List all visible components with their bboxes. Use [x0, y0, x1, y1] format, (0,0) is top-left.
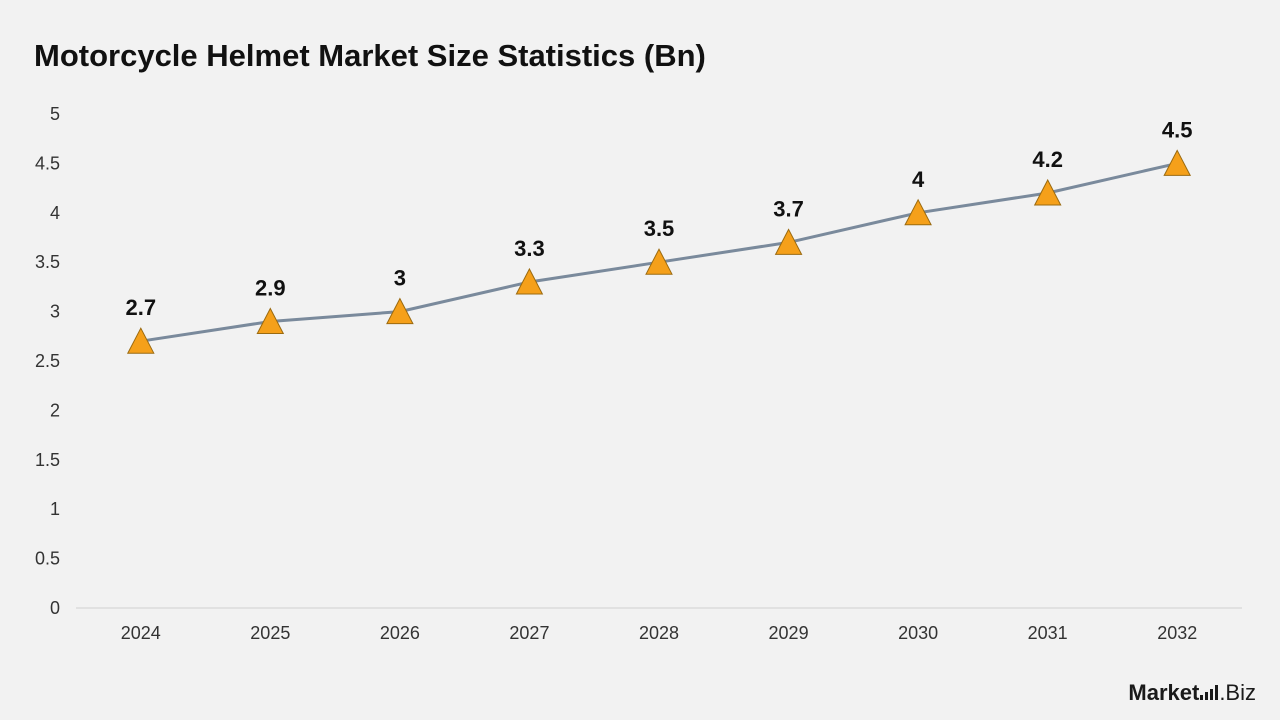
x-tick-label: 2027: [509, 623, 549, 643]
y-tick-label: 3: [50, 302, 60, 322]
y-tick-label: 0: [50, 598, 60, 618]
x-tick-label: 2031: [1028, 623, 1068, 643]
x-tick-label: 2028: [639, 623, 679, 643]
data-point-marker: [1163, 149, 1192, 176]
x-tick-label: 2026: [380, 623, 420, 643]
y-tick-label: 1: [50, 499, 60, 519]
chart-title: Motorcycle Helmet Market Size Statistics…: [34, 38, 706, 73]
y-tick-label: 1.5: [35, 450, 60, 470]
data-label: 3.7: [773, 196, 804, 221]
x-tick-label: 2025: [250, 623, 290, 643]
series-markers: [126, 149, 1192, 354]
data-label: 3.5: [644, 216, 675, 241]
data-label: 4: [912, 167, 925, 192]
logo-bars-icon: [1200, 685, 1219, 700]
data-label: 3: [394, 266, 406, 291]
y-tick-label: 3.5: [35, 252, 60, 272]
y-tick-label: 4.5: [35, 153, 60, 173]
logo-suffix: .Biz: [1219, 680, 1256, 705]
data-point-marker: [774, 228, 803, 255]
x-tick-label: 2029: [769, 623, 809, 643]
data-point-marker: [386, 297, 414, 325]
x-axis-ticks: 2024 2025 2026 2027 2028 2029 2030 2031 2032: [121, 623, 1197, 643]
data-point-marker: [256, 307, 285, 334]
y-axis-ticks: 0 0.5 1 1.5 2 2.5 3 3.5 4 4.5 5: [35, 104, 60, 618]
data-label: 4.2: [1032, 147, 1063, 172]
data-label: 3.3: [514, 236, 545, 261]
data-point-marker: [515, 267, 544, 295]
data-label: 2.7: [125, 295, 156, 320]
y-tick-label: 4: [50, 203, 60, 223]
data-point-marker: [904, 198, 932, 226]
y-tick-label: 0.5: [35, 549, 60, 569]
x-tick-label: 2032: [1157, 623, 1197, 643]
data-point-marker: [126, 327, 155, 354]
data-label: 4.5: [1162, 117, 1193, 142]
data-label: 2.9: [255, 275, 286, 300]
logo-brand: Market: [1128, 680, 1200, 705]
y-tick-label: 2: [50, 400, 60, 420]
data-labels: 2.7 2.9 3 3.3 3.5 3.7 4 4.2 4.5: [125, 117, 1192, 320]
y-tick-label: 2.5: [35, 351, 60, 371]
x-tick-label: 2024: [121, 623, 161, 643]
data-point-marker: [1033, 178, 1062, 206]
x-tick-label: 2030: [898, 623, 938, 643]
marketbiz-logo: Market .Biz: [1128, 680, 1256, 706]
y-tick-label: 5: [50, 104, 60, 124]
data-point-marker: [645, 248, 673, 275]
